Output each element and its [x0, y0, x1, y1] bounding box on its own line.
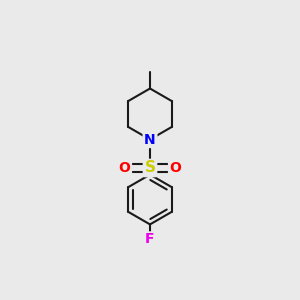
Text: N: N	[144, 133, 156, 146]
Text: O: O	[169, 161, 181, 175]
Text: S: S	[145, 160, 155, 175]
Text: O: O	[118, 161, 130, 175]
Text: F: F	[145, 232, 155, 246]
